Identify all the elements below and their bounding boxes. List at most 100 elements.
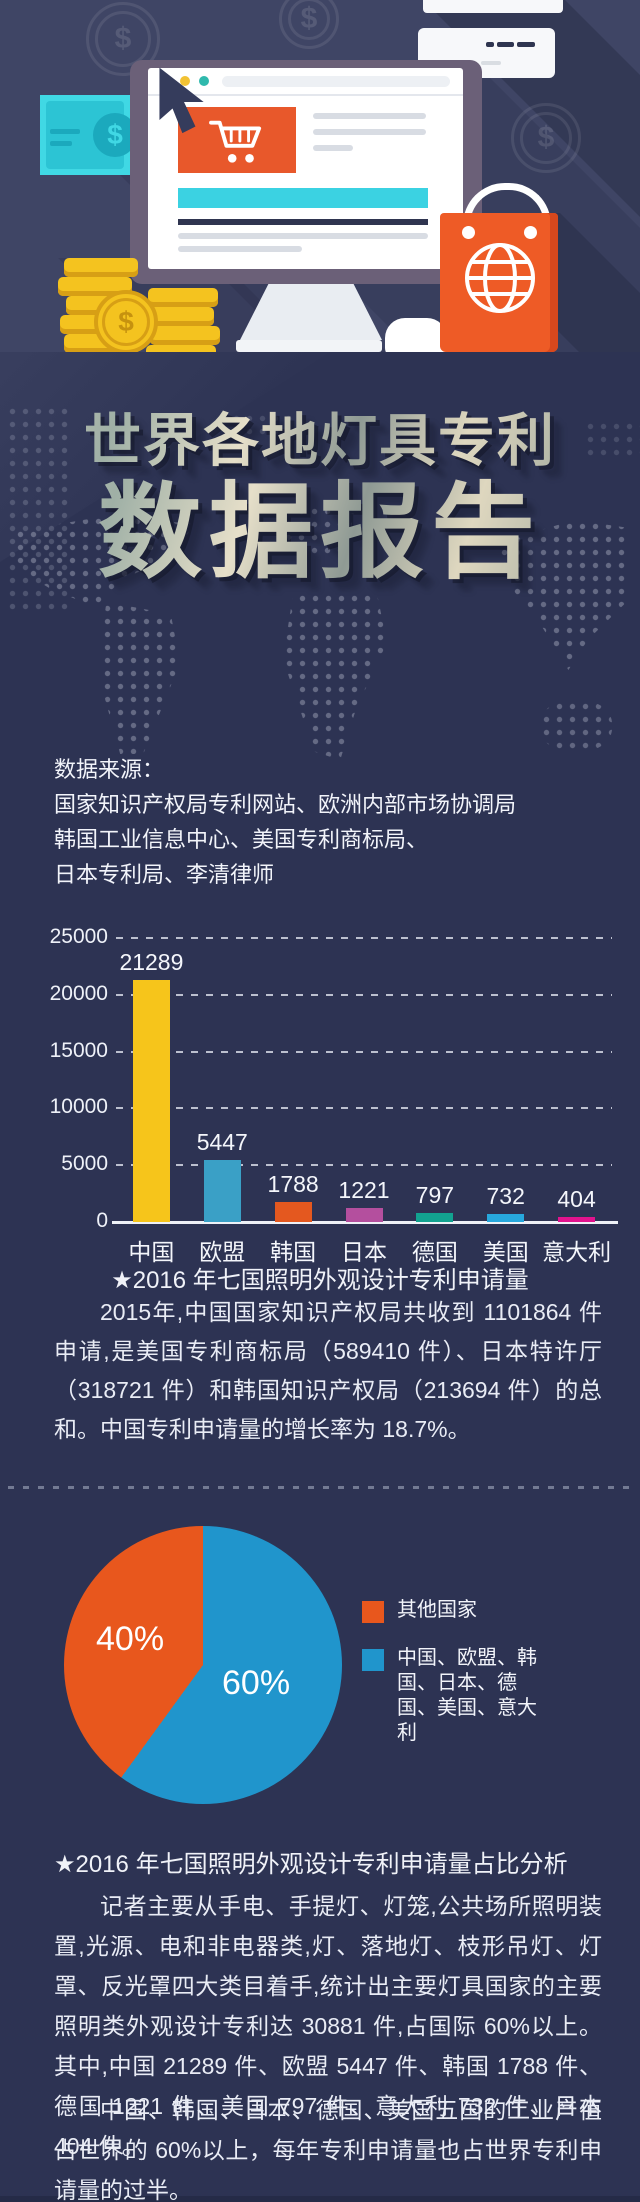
legend-item: 中国、欧盟、韩国、日本、德国、美国、意大利 [362, 1646, 549, 1746]
pie-label-seven-countries: 60% [222, 1664, 291, 1702]
report-title: 世界各地灯具专利 数据报告 [0, 410, 640, 592]
dollar-sign: $ [118, 306, 134, 337]
y-axis-tick-label: 20000 [49, 981, 108, 1005]
x-axis-category-label: 意大利 [542, 1239, 612, 1265]
gridline [116, 1107, 612, 1110]
coin-stack [148, 288, 218, 307]
data-source-line: 国家知识产权局专利网站、欧洲内部市场协调局 [54, 792, 517, 817]
bag-handle [463, 183, 551, 242]
card-dash [497, 42, 514, 47]
pie-chart [64, 1526, 342, 1804]
bar-日本 [345, 1208, 383, 1222]
data-source-block: 数据来源： 国家知识产权局专利网站、欧洲内部市场协调局 韩国工业信息中心、美国专… [54, 752, 614, 892]
world-map-africa [283, 592, 387, 760]
paragraph-industry-share: 中国、韩国、日本、德国、美国五国的工业产值占世界的 60%以上，每年专利申请量也… [54, 2097, 602, 2202]
y-axis-tick-label: 15000 [49, 1038, 108, 1062]
text-line [313, 113, 426, 119]
bag-knot [524, 226, 537, 239]
footer-band [0, 2196, 640, 2202]
bar-chart: 0 5000 10000 15000 20000 25000 21289 中国 5447 欧盟 17… [0, 905, 640, 1265]
divider-line [178, 219, 428, 225]
bar-chart-caption: ★2016 年七国照明外观设计专利申请量 [111, 1267, 529, 1294]
legend-swatch [362, 1601, 384, 1623]
bar-美国 [487, 1213, 525, 1222]
dashed-divider [8, 1486, 632, 1489]
x-axis-category-label: 日本 [341, 1239, 387, 1265]
bar-意大利 [558, 1217, 596, 1222]
address-bar [222, 75, 450, 87]
bar-value-label: 732 [486, 1182, 525, 1209]
y-axis-tick-label: 25000 [49, 925, 108, 948]
shopping-bag-icon [440, 213, 558, 352]
product-tile [178, 107, 296, 173]
coin-stack [150, 326, 220, 345]
legend-swatch [362, 1649, 384, 1671]
y-axis-tick-label: 10000 [49, 1095, 108, 1119]
title-line-2: 数据报告 [0, 474, 640, 592]
pie-chart-caption: ★2016 年七国照明外观设计专利申请量占比分析 [54, 1851, 568, 1878]
dollar-coin-icon: $ [279, 0, 339, 49]
dollar-sign: $ [300, 2, 318, 35]
y-axis-tick-label: 5000 [61, 1152, 108, 1176]
bag-knot [462, 226, 475, 239]
legend-item: 其他国家 [362, 1598, 549, 1623]
shopping-cart-icon [209, 120, 262, 163]
dot-pattern [6, 405, 68, 615]
maximize-dot-icon [199, 76, 209, 86]
bar-韩国 [274, 1201, 312, 1222]
bill-stripe [50, 141, 72, 146]
receipt-icon [423, 0, 563, 13]
x-axis-category-label: 欧盟 [199, 1239, 246, 1265]
cursor-icon [156, 66, 212, 143]
paragraph-category-stats: 记者主要从手电、手提灯、灯笼,公共场所照明装置,光源、电和非电器类,灯、落地灯、… [54, 1893, 602, 2159]
x-axis-category-label: 美国 [482, 1239, 529, 1265]
money-bill-icon: $ [40, 95, 137, 175]
text-line [313, 129, 426, 135]
coin-stack [64, 258, 138, 277]
x-axis-line [112, 1221, 618, 1224]
bar-value-label: 21289 [119, 949, 184, 976]
bar-value-label: 5447 [196, 1129, 248, 1156]
legend-label: 中国、欧盟、韩国、日本、德国、美国、意大利 [397, 1647, 537, 1744]
x-axis-category-label: 韩国 [270, 1239, 317, 1265]
dollar-sign: $ [107, 119, 123, 150]
dot-pattern [230, 412, 300, 440]
x-axis-category-label: 德国 [411, 1239, 458, 1265]
bar-欧盟 [203, 1160, 241, 1222]
world-map-australia [540, 700, 612, 752]
x-axis-category-label: 中国 [128, 1239, 175, 1265]
bar-德国 [416, 1212, 454, 1222]
data-source-heading: 数据来源： [54, 757, 165, 782]
data-source-line: 日本专利局、李清律师 [54, 862, 275, 887]
text-line [178, 246, 302, 252]
text-line [178, 233, 428, 239]
globe-icon [463, 241, 537, 320]
card-dash [517, 42, 535, 47]
minimize-dot-icon [180, 76, 190, 86]
dollar-sign: $ [537, 121, 555, 154]
legend-label: 其他国家 [397, 1599, 477, 1621]
dollar-coin-icon: $ [511, 103, 581, 173]
bar-value-label: 404 [557, 1186, 596, 1213]
dollar-circle: $ [93, 113, 137, 157]
gridline [116, 1164, 612, 1167]
bar-中国 [132, 980, 170, 1222]
title-line-1: 世界各地灯具专利 [0, 410, 640, 472]
bill-stripe [50, 129, 80, 134]
pie-label-other: 40% [96, 1620, 165, 1658]
card-line [481, 61, 501, 65]
bar-value-label: 797 [415, 1181, 455, 1208]
pie-legend: 其他国家中国、欧盟、韩国、日本、德国、美国、意大利 [362, 1598, 549, 1769]
hero-illustration: $ $ $ $ [0, 0, 640, 352]
dollar-sign: $ [114, 22, 132, 55]
gridline [116, 993, 612, 996]
dot-pattern [584, 420, 640, 462]
banner-bar [178, 188, 428, 208]
bar-value-label: 1788 [267, 1170, 319, 1197]
mouse-icon [385, 318, 447, 352]
card-dash [486, 42, 494, 47]
world-map-south-america [97, 602, 180, 754]
webpage-content [148, 96, 463, 252]
data-source-line: 韩国工业信息中心、美国专利商标局、 [54, 827, 429, 852]
